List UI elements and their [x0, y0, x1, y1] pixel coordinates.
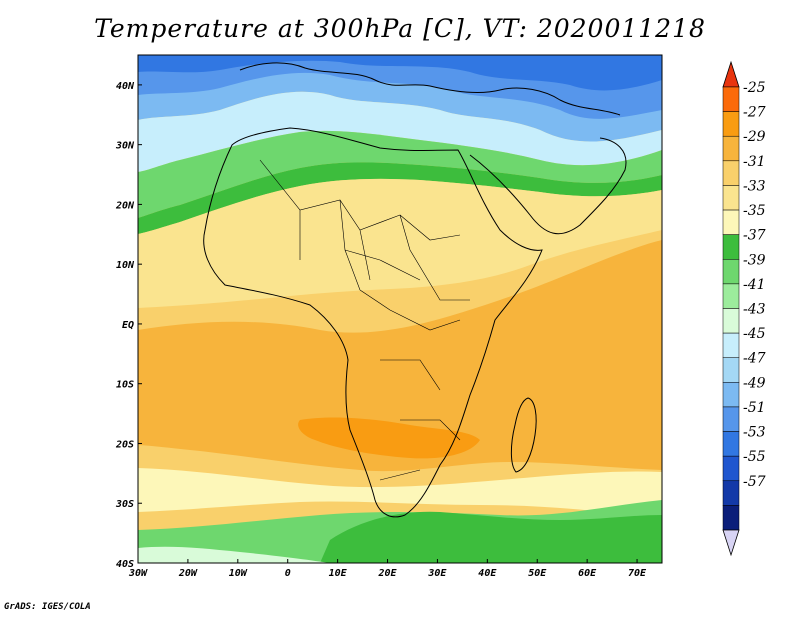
- temperature-band-green-dark: [138, 162, 662, 234]
- colorbar-label: -37: [743, 228, 766, 244]
- lon-tick-label: 50E: [528, 568, 547, 579]
- lon-tick-label: 30W: [128, 568, 148, 579]
- colorbar-label: -47: [743, 351, 766, 367]
- map-frame: [137, 54, 663, 564]
- lon-tick-label: 30E: [427, 568, 447, 579]
- colorbar-segment: [722, 382, 740, 408]
- temperature-band-green-dark-south: [320, 511, 662, 563]
- europe-coastline: [239, 62, 621, 116]
- colorbar-top-arrow: [722, 60, 740, 88]
- colorbar-segment: [722, 160, 740, 186]
- colorbar-segment: [722, 259, 740, 285]
- lon-tick-label: 40E: [478, 568, 497, 579]
- colorbar-label: -45: [743, 326, 766, 342]
- lon-tick-label: 10E: [329, 568, 348, 579]
- colorbar-segment: [722, 111, 740, 137]
- temperature-band-light-south: [138, 546, 330, 563]
- colorbar-label: -55: [743, 449, 766, 465]
- colorbar-segment: [722, 308, 740, 334]
- colorbar-label: -43: [743, 302, 766, 318]
- lon-tick-label: 20E: [377, 568, 397, 579]
- temperature-band-pale-yellow: [138, 178, 662, 308]
- temperature-band-light-blue: [138, 91, 662, 172]
- temperature-band-blue-deep: [138, 55, 662, 91]
- colorbar-segment: [722, 480, 740, 506]
- colorbar-label: -39: [743, 252, 766, 268]
- colorbar-label: -31: [743, 154, 766, 170]
- lon-tick-label: 0: [285, 568, 291, 579]
- lat-tick-label: 30N: [115, 141, 135, 152]
- colorbar-label: -35: [743, 203, 766, 219]
- temperature-band-orange-strong: [298, 417, 480, 459]
- lon-tick-label: 10W: [229, 568, 248, 579]
- colorbar-segment: [722, 209, 740, 235]
- lat-tick-label: EQ: [122, 320, 134, 331]
- lon-tick-label: 70E: [628, 568, 647, 579]
- lon-tick-label: 20W: [178, 568, 198, 579]
- colorbar-label: -49: [743, 375, 766, 391]
- temperature-band-green: [138, 130, 662, 218]
- colorbar-segment: [722, 234, 740, 260]
- colorbar-segment: [722, 406, 740, 432]
- lat-tick-label: 40S: [116, 559, 134, 570]
- lat-tick-label: 30S: [115, 499, 134, 510]
- lat-tick-label: 20N: [115, 200, 135, 211]
- latitude-tick-labels: 40N 30N 20N 10N EQ 10S 20S 30S 40S: [115, 81, 142, 570]
- colorbar-segment: [722, 431, 740, 457]
- lon-tick-label: 60E: [578, 568, 597, 579]
- colorbar-label: -29: [743, 129, 766, 145]
- madagascar-coastline: [510, 397, 537, 473]
- map-title: Temperature at 300hPa [C], VT: 202001121…: [94, 14, 706, 43]
- temperature-band-orange: [138, 240, 662, 472]
- colorbar-label: -33: [743, 178, 766, 194]
- colorbar-label: -41: [743, 277, 766, 293]
- temperature-band-pale-yellow-south: [138, 468, 662, 520]
- country-borders: [259, 159, 470, 481]
- colorbar-segment: [722, 86, 740, 112]
- colorbar-label: -27: [743, 105, 766, 121]
- colorbar-label: -25: [743, 80, 766, 96]
- arabia-coastline: [469, 137, 627, 235]
- lat-tick-label: 40N: [116, 81, 135, 92]
- colorbar-segment: [722, 332, 740, 358]
- colorbar-segment: [722, 505, 740, 531]
- grads-credit: GrADS: IGES/COLA: [4, 602, 91, 612]
- colorbar-label: -51: [743, 400, 766, 416]
- lat-tick-label: 10N: [116, 260, 135, 271]
- longitude-tick-labels: 30W 20W 10W 0 10E 20E 30E 40E 50E 60E 70E: [128, 559, 647, 579]
- lat-tick-label: 10S: [116, 380, 134, 391]
- colorbar-segment: [722, 357, 740, 383]
- africa-coastline: [203, 127, 543, 518]
- colorbar-label: -57: [743, 474, 766, 490]
- colorbar-bottom-arrow: [722, 529, 740, 557]
- colorbar: -25 -27 -29 -31 -33 -35 -37 -39 -41 -43 -45 -47 -49 -…: [722, 60, 766, 557]
- temperature-map-panel: [138, 55, 662, 563]
- lat-tick-label: 20S: [115, 439, 134, 450]
- colorbar-label: -53: [743, 425, 766, 441]
- colorbar-segment: [722, 135, 740, 162]
- colorbar-segment: [722, 185, 740, 211]
- colorbar-segment: [722, 283, 740, 309]
- colorbar-segment: [722, 455, 740, 482]
